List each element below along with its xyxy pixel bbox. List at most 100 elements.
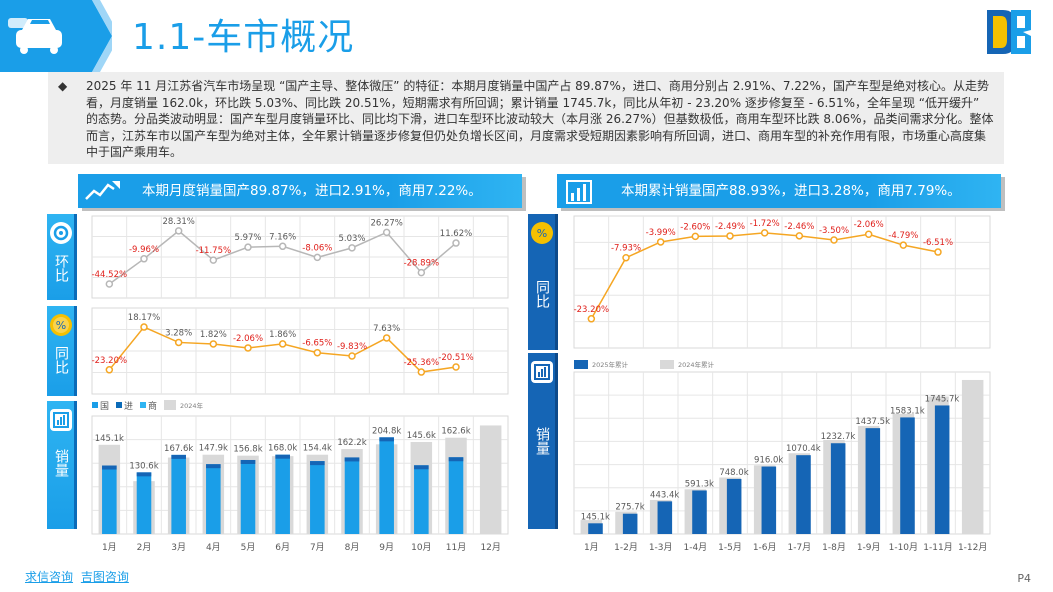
bar-current-year [900,417,915,534]
bar-prev-year [479,425,502,534]
x-tick-label: 7月 [310,542,325,553]
cumulative-yoy-chart: -23.20% -7.93% -3.99% -2.60% -2.49% -1.72% -2.… [573,215,991,349]
footer-link-jitu[interactable]: 吉图咨询 [80,570,129,584]
bar-current-year [622,513,638,534]
cumulative-sales-chart: 2025年累计 2024年累计 145.1k 1月 275.7k 1-2月 443.4k 1-… [573,360,991,553]
data-label: 130.6k [129,461,158,471]
bar-current-year [830,443,846,534]
data-label: 145.6k [407,431,436,441]
bar-current-year [240,459,256,534]
footer-links: 求信咨询 吉图咨询 [25,568,133,585]
data-point [934,248,942,256]
x-tick-label: 1-7月 [787,542,811,553]
data-point [417,368,426,376]
data-point [899,241,908,249]
data-label: 147.9k [199,444,228,454]
data-label: 275.7k [615,503,644,513]
bar-current-year [796,455,811,534]
data-point [244,243,252,251]
data-label: 162.6k [441,427,470,437]
bar-current-year [934,405,950,534]
summary-text: 2025 年 11 月江苏省汽车市场呈现 “国产主导、整体微压” 的特征：本期月… [86,79,994,159]
data-point [830,236,838,244]
data-label: 167.6k [164,444,193,454]
data-point [348,352,356,360]
data-label: 3.28% [165,328,192,338]
chart-box-icon [530,361,553,383]
monthly-mom-chart: -44.52% -9.96% 28.31% -11.75%5.97% 7.16% -8.0… [91,215,509,299]
right-panel-title: 本期累计销量国产88.93%，进口3.28%，商用7.79%。 [621,183,961,199]
bar-current-year [171,454,186,534]
bar-current-year [414,465,429,534]
data-label: 5.97% [234,233,261,243]
data-label: 7.16% [269,232,296,242]
x-tick-label: 1-12月 [958,542,987,553]
x-tick-label: 1-4月 [683,542,707,553]
data-label: -2.06% [233,334,263,344]
data-label: -2.49% [715,222,745,232]
data-point [174,338,183,347]
data-label: -3.50% [819,226,849,236]
data-label: -7.93% [611,244,641,254]
x-tick-label: 1-8月 [822,542,846,553]
monthly-sales-chart: 国 进 商 2024年 145.1k 1月 130.6k 2月 167.6k 3月 147.9k 4月… [91,400,509,553]
header-car-banner [0,0,112,72]
bar-current-year [379,437,394,534]
legend-swatch [116,402,122,408]
summary-box: ◆ 2025 年 11 月江苏省汽车市场呈现 “国产主导、整体微压” 的特征：本… [48,72,1004,164]
x-tick-label: 12月 [480,542,500,553]
data-label: -3.99% [646,228,676,238]
x-tick-label: 1-11月 [923,542,952,553]
car-icon [16,19,62,54]
diamond-bullet-icon: ◆ [58,79,68,93]
bar-current-year [136,472,152,534]
bar-current-year [448,457,464,534]
legend-swatch [574,360,588,369]
data-label: 443.4k [650,490,679,500]
data-label: 26.27% [370,218,402,228]
data-label: -9.96% [129,245,159,255]
data-label: 1.82% [200,330,227,340]
target-icon [49,222,72,244]
bar-current-year [761,466,777,534]
data-label: -4.79% [888,231,918,241]
monthly-yoy-chart: -23.20% 18.17% 3.28% 1.82% -2.06% 1.86% -6.65%… [91,307,509,395]
data-label: -23.20% [574,305,609,315]
legend-swatch [92,402,98,408]
tab-sales: 销量 [47,401,77,529]
data-label: -28.89% [404,259,439,269]
data-point [795,232,804,240]
x-tick-label: 1-6月 [753,542,777,553]
bar-commercial-segment [136,472,152,477]
data-label: -2.06% [854,220,884,230]
legend-label: 2024年 [180,401,204,410]
data-label: 204.8k [372,426,401,436]
data-point [313,348,322,357]
legend-swatch [660,360,674,369]
x-tick-label: 10月 [411,542,431,553]
svg-text:%: % [536,227,546,240]
legend-label: 2024年累计 [678,360,715,369]
data-label: -8.06% [302,243,332,253]
data-label: -2.46% [784,222,814,232]
data-point [140,255,148,263]
bar-current-year [726,478,742,534]
footer-link-qiuxin[interactable]: 求信咨询 [25,570,74,584]
brand-logo [987,10,1031,54]
left-panel-title-bar: 本期月度销量国产89.87%，进口2.91%，商用7.22%。 [78,174,522,208]
bar-current-year [275,454,290,534]
svg-text:%: % [55,319,65,332]
bar-commercial-segment [240,459,256,464]
data-label: 11.62% [440,229,472,239]
data-label: 1745.7k [925,394,960,404]
data-label: 5.03% [338,234,365,244]
bar-chart-icon [566,180,592,204]
data-label: 145.1k [95,434,124,444]
data-point [587,315,596,323]
page-number: P4 [1017,572,1031,585]
trend-up-icon [85,181,120,200]
chart-box-icon [49,409,72,431]
x-tick-label: 1-2月 [614,542,638,553]
data-point [691,232,700,241]
data-point [382,334,391,342]
